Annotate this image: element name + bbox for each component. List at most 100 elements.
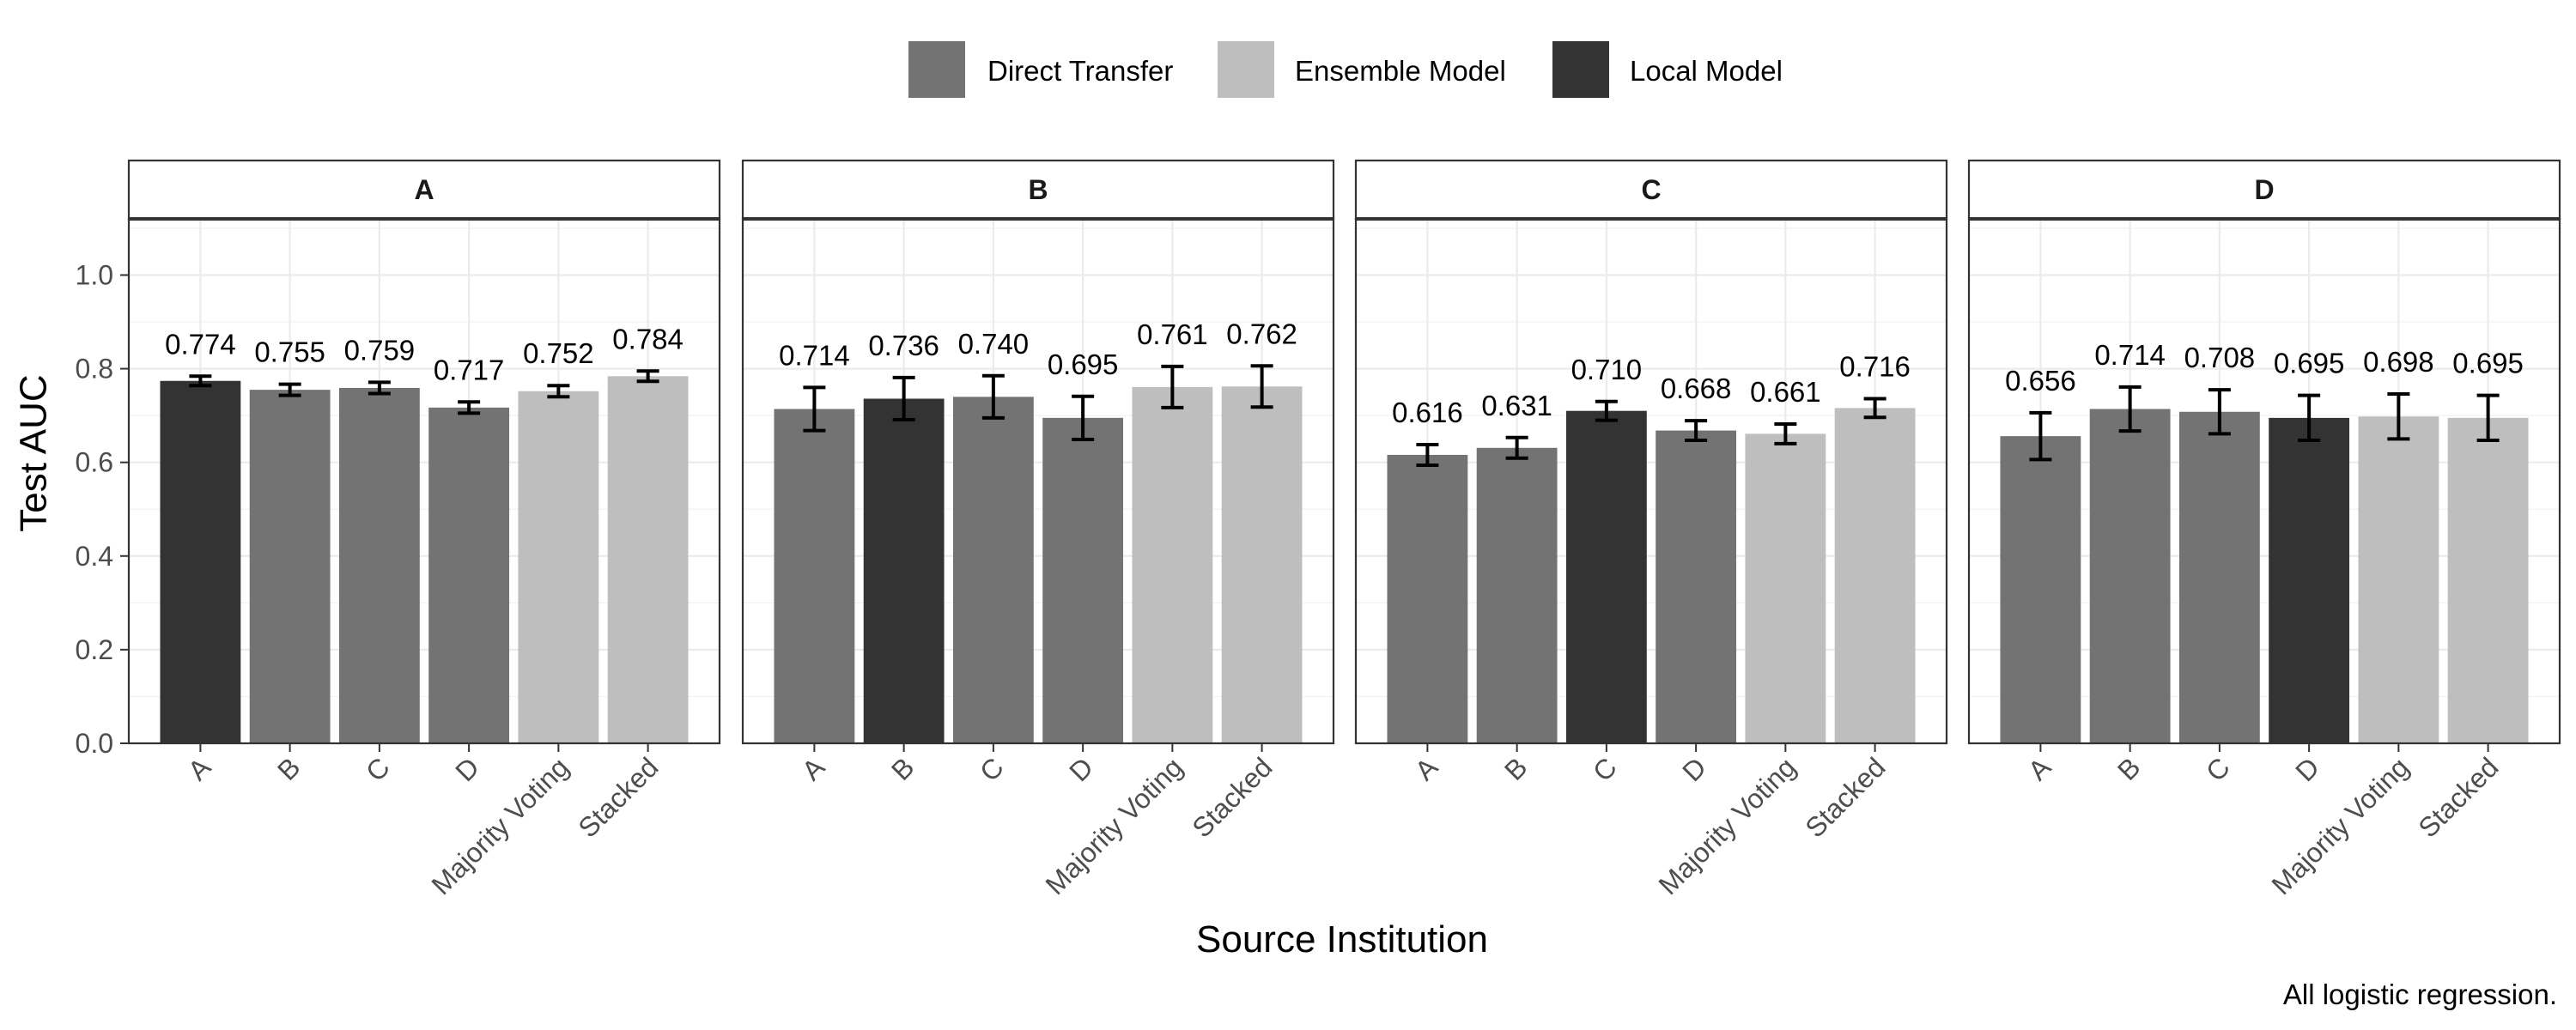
data-label: 0.695 xyxy=(1048,348,1119,380)
data-label: 0.736 xyxy=(868,330,939,361)
facet-strip-label: D xyxy=(2254,174,2274,205)
data-label: 0.740 xyxy=(958,328,1030,360)
data-label: 0.755 xyxy=(254,336,325,368)
y-axis-title: Test AUC xyxy=(13,374,55,531)
error-bar xyxy=(1416,442,1439,467)
data-label: 0.616 xyxy=(1392,397,1463,428)
bar xyxy=(2089,409,2171,743)
bar xyxy=(1656,430,1737,743)
x-tick-label: B xyxy=(1498,751,1534,786)
y-tick-label: 1.0 xyxy=(76,259,113,290)
data-label: 0.710 xyxy=(1571,354,1643,385)
x-tick-label: A xyxy=(1409,751,1444,786)
data-label: 0.714 xyxy=(2094,339,2166,371)
bar xyxy=(1042,417,1124,743)
x-tick-label: Majority Voting xyxy=(425,751,574,900)
x-tick-label: B xyxy=(271,751,307,786)
error-bar xyxy=(547,384,570,399)
x-tick-label: B xyxy=(885,751,920,786)
facet-strip xyxy=(1354,159,1948,221)
error-bar xyxy=(981,373,1005,420)
data-label: 0.631 xyxy=(1481,390,1552,421)
x-tick-label: A xyxy=(796,751,831,786)
legend-item-direct-transfer: Direct Transfer xyxy=(908,41,1173,98)
error-bar xyxy=(2118,385,2142,433)
x-tick-label: Majority Voting xyxy=(1652,751,1801,900)
data-label: 0.716 xyxy=(1839,350,1911,382)
legend-label: Local Model xyxy=(1630,55,1783,87)
error-bar xyxy=(2298,393,2321,443)
bar xyxy=(1565,410,1647,743)
error-bar xyxy=(803,385,826,433)
x-tick-label: Stacked xyxy=(1799,751,1891,843)
error-bar xyxy=(636,369,659,384)
facet-strip xyxy=(1967,159,2561,221)
bar xyxy=(338,387,420,743)
error-bar xyxy=(1595,399,1618,422)
data-label: 0.762 xyxy=(1226,318,1297,349)
y-tick-label: 0.6 xyxy=(76,447,113,478)
error-bar xyxy=(2029,410,2052,462)
error-bar xyxy=(278,382,301,397)
bar xyxy=(2447,417,2529,743)
error-bar xyxy=(2387,392,2410,441)
error-bar xyxy=(1250,364,1273,409)
data-label: 0.714 xyxy=(779,339,850,371)
y-tick-label: 0.0 xyxy=(76,728,113,759)
legend: Direct Transfer Ensemble Model Local Model xyxy=(908,41,1783,98)
data-label: 0.708 xyxy=(2184,342,2256,373)
data-label: 0.752 xyxy=(523,337,594,369)
data-label: 0.784 xyxy=(612,323,683,354)
bar xyxy=(774,409,855,743)
bar xyxy=(863,398,945,743)
bar xyxy=(1221,386,1303,743)
data-label: 0.759 xyxy=(344,334,416,366)
x-tick-label: Majority Voting xyxy=(2265,751,2415,900)
bar xyxy=(1387,454,1468,743)
legend-swatch xyxy=(1552,41,1609,98)
data-label: 0.717 xyxy=(434,354,505,385)
data-label: 0.761 xyxy=(1137,318,1208,350)
data-label: 0.656 xyxy=(2005,365,2076,397)
facet-strip-label: A xyxy=(414,174,434,205)
bar xyxy=(428,407,510,743)
error-bar xyxy=(368,380,391,396)
facet-panel-c: 0.616 A 0.631 B 0.710 C 0.668 D 0.661 Majority Vo… xyxy=(1354,159,1948,900)
x-tick-label: D xyxy=(449,751,485,787)
facet-panel-b: 0.714 A 0.736 B 0.740 C 0.695 D 0.761 Majority Vo… xyxy=(741,159,1335,900)
bar xyxy=(2000,436,2081,743)
x-tick-label: B xyxy=(2111,751,2147,786)
facet-strip-label: C xyxy=(1641,174,1661,205)
legend-item-ensemble-model: Ensemble Model xyxy=(1218,41,1506,98)
y-tick-label: 0.8 xyxy=(76,354,113,385)
error-bar xyxy=(1161,364,1184,409)
bar xyxy=(518,391,599,743)
chart-caption: All logistic regression. xyxy=(2283,978,2557,1010)
x-tick-label: D xyxy=(1676,751,1712,787)
x-tick-label: C xyxy=(360,751,396,787)
bar xyxy=(2358,416,2439,743)
data-label: 0.695 xyxy=(2274,348,2345,379)
x-tick-label: Majority Voting xyxy=(1039,751,1188,900)
x-tick-label: A xyxy=(182,751,217,786)
legend-swatch xyxy=(908,41,965,98)
error-bar xyxy=(1072,394,1095,441)
x-axis-title: Source Institution xyxy=(1196,918,1488,960)
legend-label: Ensemble Model xyxy=(1295,55,1506,87)
facet-strip-label: B xyxy=(1028,174,1048,205)
error-bar xyxy=(189,374,212,388)
data-label: 0.698 xyxy=(2363,346,2434,378)
x-tick-label: D xyxy=(2289,751,2325,787)
error-bar xyxy=(1505,435,1528,460)
y-tick-label: 0.2 xyxy=(76,634,113,665)
error-bar xyxy=(2208,388,2231,436)
bar xyxy=(2269,417,2350,743)
bar xyxy=(1476,447,1558,743)
x-tick-label: D xyxy=(1063,751,1099,787)
bar xyxy=(1834,408,1916,743)
x-tick-label: Stacked xyxy=(572,751,664,843)
data-label: 0.774 xyxy=(165,328,236,360)
facet-panels: 0.774 A 0.755 B 0.759 C 0.717 D 0.752 Majority Vo… xyxy=(127,159,2561,900)
bar xyxy=(952,397,1034,743)
error-bar xyxy=(1685,419,1708,443)
